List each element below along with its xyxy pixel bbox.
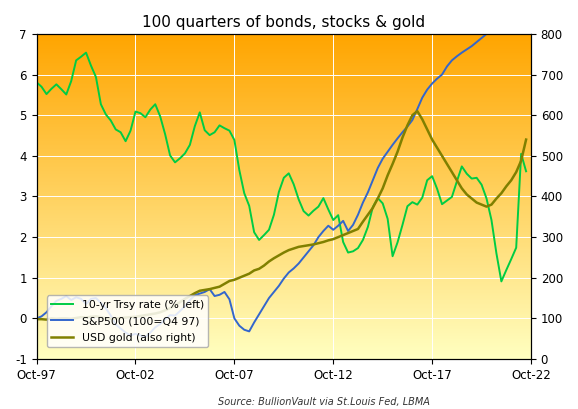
Text: Source: BullionVault via St.Louis Fed, LBMA: Source: BullionVault via St.Louis Fed, L… xyxy=(218,397,429,407)
Title: 100 quarters of bonds, stocks & gold: 100 quarters of bonds, stocks & gold xyxy=(142,15,425,30)
Legend: 10-yr Trsy rate (% left), S&P500 (100=Q4 97), USD gold (also right): 10-yr Trsy rate (% left), S&P500 (100=Q4… xyxy=(47,295,208,347)
